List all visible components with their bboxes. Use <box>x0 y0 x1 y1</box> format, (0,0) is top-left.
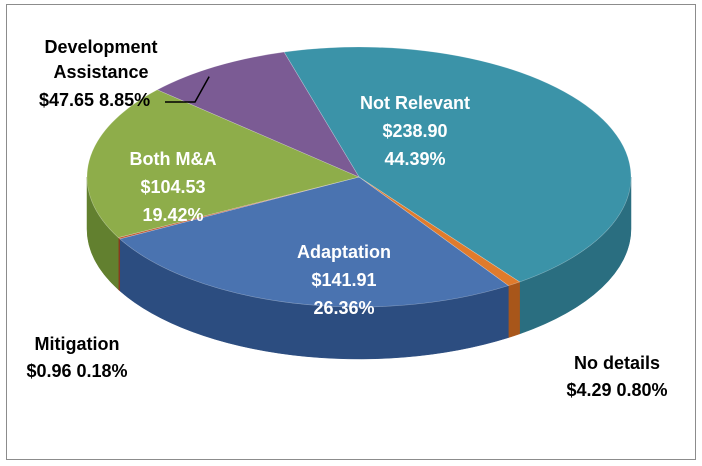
pie-slice-mitigation <box>117 176 360 240</box>
pie-chart: Not Relevant $238.90 44.39% Adaptation $… <box>26 37 667 400</box>
pie-side-no-details <box>508 281 520 338</box>
label-adaptation-value: $141.91 <box>311 270 376 290</box>
label-not-relevant-name: Not Relevant <box>360 93 470 113</box>
pie-slice-no-details <box>358 176 521 286</box>
label-dev-assistance-name-line2: Assistance <box>53 62 148 82</box>
chart-frame: Not Relevant $238.90 44.39% Adaptation $… <box>6 4 696 460</box>
pie-slice-development-assistance <box>156 51 360 178</box>
label-mitigation-amount: $0.96 0.18% <box>26 361 127 381</box>
label-both-ma-percent: 19.42% <box>142 205 203 225</box>
label-adaptation-percent: 26.36% <box>313 298 374 318</box>
label-not-relevant-percent: 44.39% <box>384 149 445 169</box>
label-no-details-amount: $4.29 0.80% <box>566 380 667 400</box>
label-mitigation-value: $0.96 <box>26 361 71 381</box>
label-no-details-value: $4.29 <box>566 380 611 400</box>
label-both-ma-name: Both M&A <box>130 149 217 169</box>
leader-line-dev-assistance <box>165 76 210 103</box>
label-no-details-percent: 0.80% <box>617 380 668 400</box>
label-no-details-name: No details <box>574 353 660 373</box>
pie-slice-both-m-a <box>86 89 360 238</box>
label-dev-assistance-name-line1: Development <box>44 37 157 57</box>
label-mitigation-name: Mitigation <box>35 334 120 354</box>
pie-slice-adaptation <box>119 176 510 308</box>
label-adaptation-name: Adaptation <box>297 242 391 262</box>
label-not-relevant-value: $238.90 <box>382 121 447 141</box>
label-dev-assistance-percent: 8.85% <box>99 90 150 110</box>
label-dev-assistance-amount: $47.65 8.85% <box>39 90 150 110</box>
label-dev-assistance-value: $47.65 <box>39 90 94 110</box>
label-mitigation-percent: 0.18% <box>77 361 128 381</box>
label-both-ma-value: $104.53 <box>140 177 205 197</box>
pie-slice-not-relevant <box>283 46 632 283</box>
